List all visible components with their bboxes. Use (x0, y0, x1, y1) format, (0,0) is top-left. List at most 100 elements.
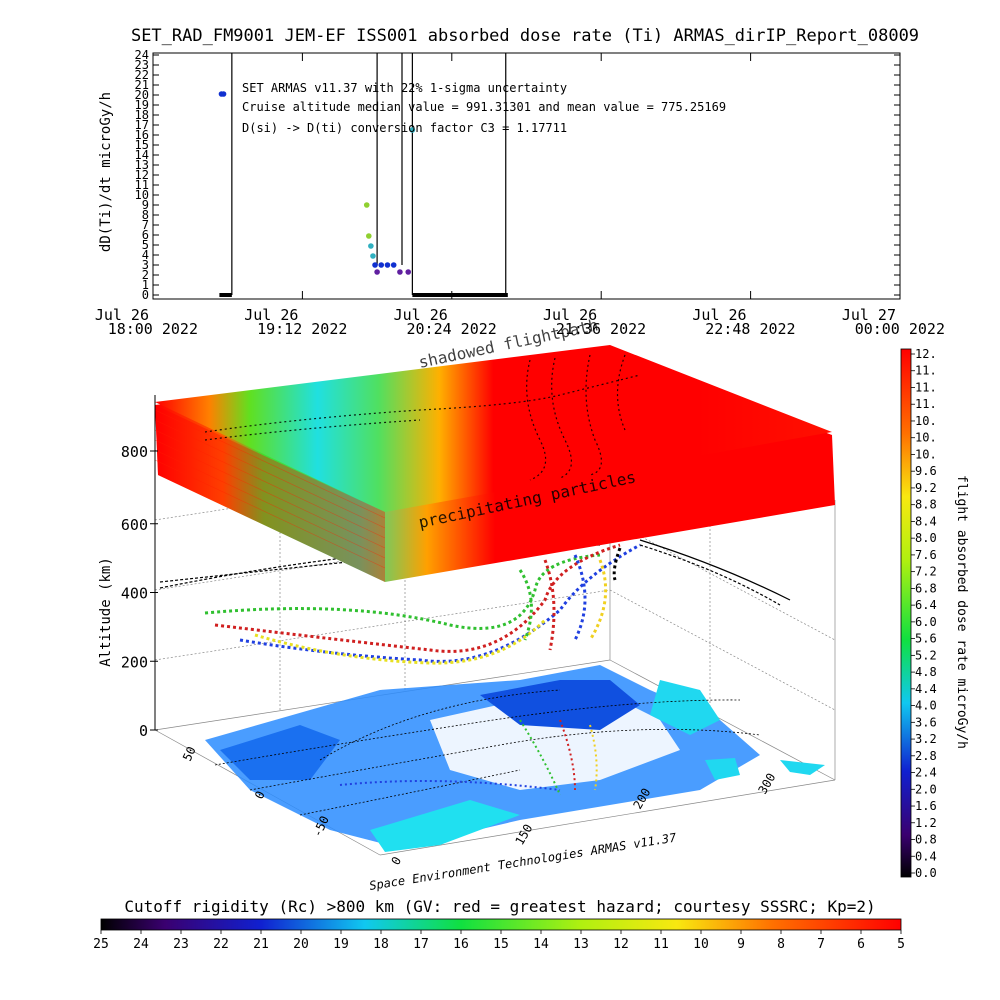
latitude-tick-label: 50 (180, 744, 199, 763)
rigidity-colorbar-tick-label: 25 (93, 937, 109, 952)
dose-colorbar-tick-label: 10. (915, 447, 937, 461)
y-tick-label: 4 (142, 248, 149, 262)
dose-colorbar: 0.0 0.4 0.8 1.2 1.6 2.0 2.4 2.8 3.2 3.6 4.0 4.4 4.8 5… (900, 347, 969, 880)
dose-colorbar-ticks: 0.0 0.4 0.8 1.2 1.6 2.0 2.4 2.8 3.2 3.6 4.0 4.4 4.8 5… (911, 347, 937, 880)
rigidity-colorbar-tick-label: 17 (413, 937, 429, 952)
rigidity-colorbar-tick-label: 16 (453, 937, 469, 952)
rigidity-colorbar-tick-label: 8 (777, 937, 785, 952)
dose-colorbar-tick-label: 0.4 (915, 849, 937, 863)
rigidity-colorbar-tick-label: 23 (173, 937, 189, 952)
dose-colorbar-tick-label: 5.6 (915, 632, 937, 646)
globe-panel: shadowed flightpath precipitating partic… (98, 315, 836, 893)
dose-colorbar-tick-label: 11. (915, 397, 937, 411)
dose-colorbar-tick-label: 4.0 (915, 699, 937, 713)
annotation-line-2: Cruise altitude median value = 991.31301… (242, 100, 726, 114)
rigidity-colorbar-tick-label: 13 (573, 937, 589, 952)
zero-bar (412, 293, 508, 297)
surface-tracks (339, 719, 598, 796)
rigidity-colorbar-tick-label: 11 (653, 937, 669, 952)
y-tick-label: 8 (142, 208, 149, 222)
data-point (368, 243, 374, 249)
dose-colorbar-tick-label: 0.8 (915, 833, 937, 847)
dose-colorbar-tick-label: 11. (915, 364, 937, 378)
x-tick-label-line1: Jul 26 (394, 306, 448, 324)
y-tick-label: 12 (135, 168, 149, 182)
rigidity-colorbar-tick-label: 12 (613, 937, 629, 952)
dose-colorbar-tick-label: 10. (915, 431, 937, 445)
y-tick-label: 24 (135, 48, 149, 62)
altitude-tick-label: 200 (121, 653, 148, 671)
y-tick-label: 22 (135, 68, 149, 82)
annotation-block: SET ARMAS v11.37 with 22% 1-sigma uncert… (242, 81, 726, 135)
data-point (390, 262, 397, 268)
y-axis-label: dD(Ti)/dt microGy/h (98, 92, 114, 252)
rigidity-colorbar-tick-label: 9 (737, 937, 745, 952)
y-tick-label: 1 (142, 278, 149, 292)
annotation-line-1: SET ARMAS v11.37 with 22% 1-sigma uncert… (242, 81, 567, 95)
rigidity-colorbar-tick-label: 18 (373, 937, 389, 952)
altitude-axis-label: Altitude (km) (98, 557, 114, 667)
dose-colorbar-tick-label: 8.8 (915, 498, 937, 512)
rigidity-colorbar-tick-label: 6 (857, 937, 865, 952)
top-panel: 0123456789101112131415161718192021222324… (95, 48, 945, 338)
dose-colorbar-tick-label: 10. (915, 414, 937, 428)
data-point (405, 269, 412, 275)
dose-colorbar-tick-label: 2.4 (915, 766, 937, 780)
data-point (366, 233, 372, 239)
rigidity-colorbar-gradient (100, 918, 902, 931)
y-tick-label: 15 (135, 138, 149, 152)
dose-colorbar-tick-label: 9.6 (915, 464, 937, 478)
y-tick-label: 0 (142, 288, 149, 302)
y-tick-label: 10 (135, 188, 149, 202)
x-tick-label-line2: 22:48 2022 (705, 320, 795, 338)
y-tick-label: 14 (135, 148, 149, 162)
dose-slab: shadowed flightpath precipitating partic… (154, 315, 835, 582)
x-tick-label-line1: Jul 26 (543, 306, 597, 324)
data-point (397, 269, 403, 275)
chart-title: SET_RAD_FM9001 JEM-EF ISS001 absorbed do… (131, 26, 919, 46)
x-tick-label-line1: Jul 26 (244, 306, 298, 324)
y-tick-label: 23 (135, 58, 149, 72)
data-point (374, 269, 380, 275)
y-tick-label: 9 (142, 198, 149, 212)
dose-colorbar-tick-label: 0.0 (915, 866, 937, 880)
y-tick-label: 5 (142, 238, 149, 252)
world-map (205, 665, 825, 852)
y-tick-label: 7 (142, 218, 149, 232)
rigidity-colorbar-tick-label: 7 (817, 937, 825, 952)
dose-colorbar-tick-label: 4.8 (915, 665, 937, 679)
y-tick-label: 19 (135, 98, 149, 112)
x-tick-label-line1: Jul 26 (95, 306, 149, 324)
rigidity-colorbar-tick-label: 20 (293, 937, 309, 952)
dose-colorbar-tick-label: 6.0 (915, 615, 937, 629)
data-point (372, 262, 378, 268)
y-tick-label: 20 (135, 88, 149, 102)
data-point (409, 127, 416, 133)
x-tick-label-line2: 21:36 2022 (556, 320, 646, 338)
data-point (220, 91, 227, 97)
zero-bars (219, 293, 508, 297)
rigidity-colorbar-tick-label: 14 (533, 937, 549, 952)
y-tick-label: 18 (135, 108, 149, 122)
rigidity-colorbar: Cutoff rigidity (Rc) >800 km (GV: red = … (93, 897, 905, 952)
dose-colorbar-tick-label: 11. (915, 380, 937, 394)
y-tick-label: 16 (135, 128, 149, 142)
annotation-line-3: D(si) -> D(ti) conversion factor C3 = 1.… (242, 121, 567, 135)
dose-colorbar-tick-label: 8.0 (915, 531, 937, 545)
top-plot-frame (152, 52, 901, 300)
data-point (384, 262, 391, 268)
longitude-tick-label: 150 (512, 822, 535, 848)
altitude-tick-label: 800 (121, 443, 148, 461)
dose-colorbar-tick-label: 3.2 (915, 732, 937, 746)
dose-colorbar-tick-label: 2.0 (915, 782, 937, 796)
dose-colorbar-gradient (900, 348, 912, 878)
y-tick-label: 13 (135, 158, 149, 172)
rigidity-colorbar-ticks: 25 24 23 22 21 20 19 18 17 16 15 14 13 12 11 10 9 8 7 6 5 (93, 930, 905, 952)
rigidity-colorbar-tick-label: 22 (213, 937, 229, 952)
x-tick-label-line1: Jul 26 (692, 306, 746, 324)
dose-colorbar-tick-label: 12. (915, 347, 937, 361)
y-tick-label: 17 (135, 118, 149, 132)
